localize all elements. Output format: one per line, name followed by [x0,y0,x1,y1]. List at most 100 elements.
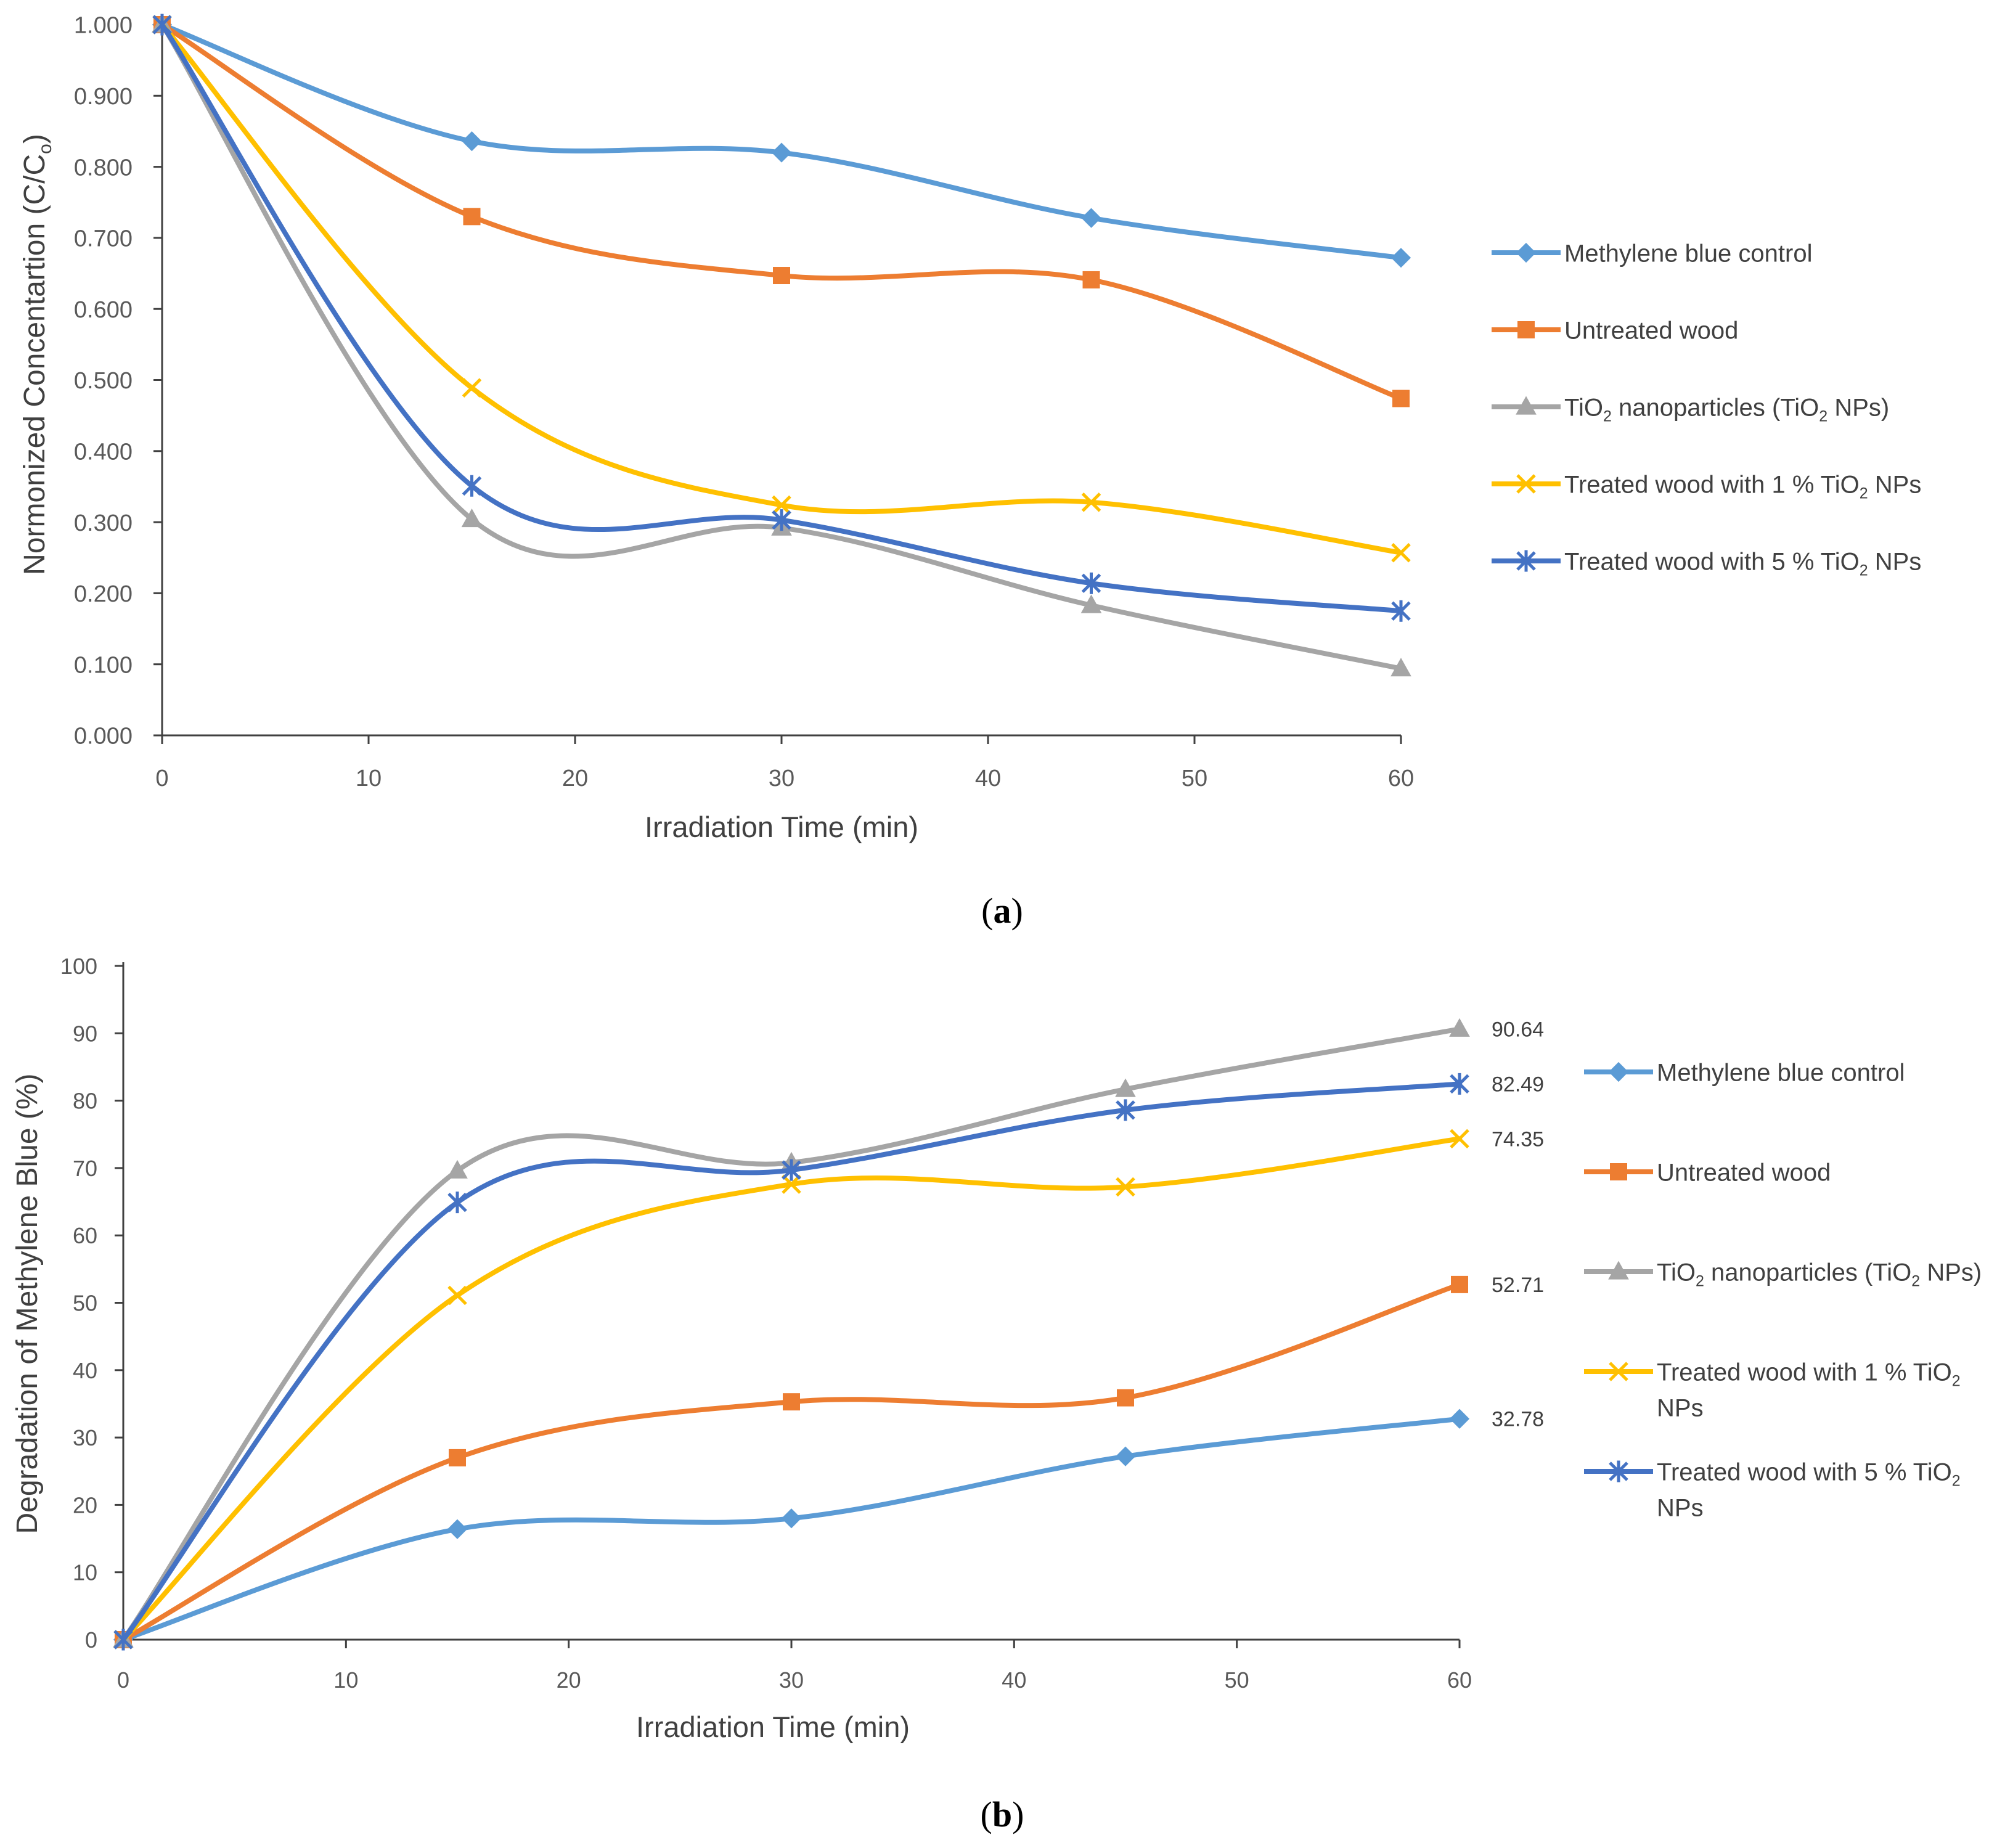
data-point [783,1393,800,1411]
legend-marker [1608,1261,1629,1280]
y-tick-label: 0.000 [74,724,133,750]
data-point [1450,1129,1469,1149]
y-tick-label: 10 [73,1560,97,1585]
legend-label: Treated wood with 5 % TiO2 [1657,1458,1961,1489]
x-tick-label: 20 [557,1667,581,1693]
data-point [449,1449,466,1466]
y-tick-label: 0.300 [74,510,133,536]
y-tick-label: 40 [73,1358,97,1383]
legend-marker [1610,1163,1627,1180]
series-methylene-blue-control [152,14,1411,268]
legend-label: Methylene blue control [1657,1059,1905,1086]
data-point [771,142,792,163]
y-tick-label: 80 [73,1089,97,1114]
data-point [1450,1073,1469,1095]
legend-marker [1516,474,1536,494]
x-tick-label: 10 [333,1667,358,1693]
y-tick-label: 0.700 [74,226,133,252]
data-point [772,509,791,531]
data-point [781,1508,802,1529]
data-point [1116,1099,1135,1121]
x-axis-title: Irradiation Time (min) [636,1711,910,1743]
data-point [782,1159,801,1181]
data-point [1390,248,1411,268]
data-point [447,1285,467,1306]
series-line [160,22,1403,261]
x-tick-label: 0 [117,1667,129,1693]
y-tick-label: 20 [73,1492,97,1518]
legend-label: NPs [1657,1394,1704,1421]
legend-item-treated-wood-with-5-tio2-nps: Treated wood with 5 % TiO2 NPs [1492,548,1921,579]
legend-marker [1516,396,1537,415]
data-point [1081,572,1101,594]
y-tick-label: 0.600 [74,297,133,323]
series-line [121,1136,1462,1642]
series-treated-wood-with-1-tio2-nps: 74.35 [113,1127,1544,1650]
y-tick-label: 0.500 [74,368,133,394]
data-point [1390,658,1411,677]
legend-marker [1516,550,1536,572]
legend-label: TiO2 nanoparticles (TiO2 NPs) [1564,394,1889,425]
panel-caption: (b) [981,1794,1024,1834]
data-point [1115,1078,1136,1097]
data-point [462,378,482,398]
legend-item-untreated-wood: Untreated wood [1492,317,1738,344]
data-point [1115,1446,1136,1466]
data-point [462,475,482,497]
panel-caption: (a) [981,891,1023,931]
legend-item-treated-wood-with-1-tio2-nps: Treated wood with 1 % TiO2 NPs [1584,1359,1961,1421]
x-tick-label: 20 [562,766,588,791]
legend-label: Treated wood with 5 % TiO2 NPs [1564,548,1921,579]
legend-item-methylene-blue-control: Methylene blue control [1584,1059,1905,1086]
y-tick-label: 100 [60,954,97,979]
y-tick-label: 90 [73,1021,97,1046]
x-tick-label: 50 [1182,766,1207,791]
data-point [447,1159,468,1179]
y-axis-title: Normonized Concentartion (C/Co) [18,134,55,575]
legend-label: Untreated wood [1564,317,1738,344]
data-point [1391,542,1411,563]
data-point [113,1629,133,1651]
x-tick-label: 40 [1002,1667,1026,1693]
x-tick-label: 30 [779,1667,804,1693]
legend-label: Methylene blue control [1564,240,1812,267]
legend-label: NPs [1657,1494,1704,1521]
x-tick-label: 10 [356,766,382,791]
legend-marker [1609,1460,1628,1482]
data-point [1392,390,1410,407]
y-tick-label: 1.000 [74,13,133,39]
data-label: 32.78 [1492,1408,1544,1431]
legend-label: Treated wood with 1 % TiO2 NPs [1564,471,1921,502]
y-tick-label: 30 [73,1425,97,1450]
x-tick-label: 60 [1447,1667,1472,1693]
legend-item-treated-wood-with-1-tio2-nps: Treated wood with 1 % TiO2 NPs [1492,471,1921,502]
data-point [1449,1018,1470,1037]
y-tick-label: 70 [73,1156,97,1181]
data-point [1081,493,1101,512]
legend-item-methylene-blue-control: Methylene blue control [1492,240,1812,267]
series-line [121,1081,1462,1642]
legend-marker [1516,242,1537,263]
data-point [1080,594,1102,613]
data-point [152,14,172,36]
series-line [121,1026,1462,1642]
chart-panel-a: 0.000 0.100 0.200 0.300 0.400 0.500 0.600 0.700… [18,13,1921,931]
x-tick-label: 0 [155,766,168,791]
data-point [462,131,482,152]
legend-item-tio2-nanoparticles-tio2-nps: TiO2 nanoparticles (TiO2 NPs) [1584,1259,1982,1290]
data-point [1451,1275,1468,1293]
y-tick-label: 0.100 [74,652,133,678]
y-axis-title: Degradation of Methylene Blue (%) [11,1073,44,1534]
chart-panel-b: 0 10 20 30 40 50 60 70 80 90 100 0 10 20 30 40 50 60 Irrad… [11,954,1982,1834]
x-tick-label: 30 [769,766,794,791]
series-line [160,22,1403,614]
legend-item-tio2-nanoparticles-tio2-nps: TiO2 nanoparticles (TiO2 NPs) [1492,394,1889,425]
legend-marker [1609,1362,1628,1381]
y-tick-label: 0.900 [74,84,133,110]
legend-label: TiO2 nanoparticles (TiO2 NPs) [1657,1259,1982,1290]
x-axis-title: Irradiation Time (min) [645,811,918,843]
y-tick-label: 0.400 [74,439,133,465]
series-line [160,22,1403,555]
legend-label: Treated wood with 1 % TiO2 [1657,1359,1961,1389]
